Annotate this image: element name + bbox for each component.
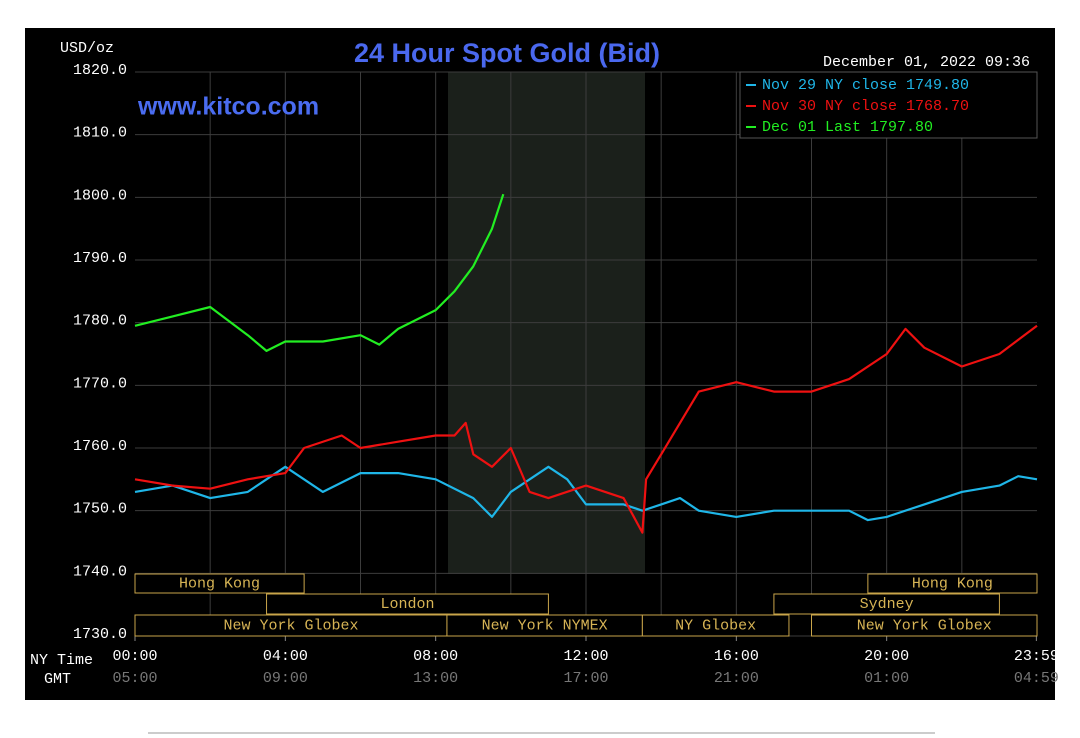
legend-box bbox=[739, 71, 1038, 139]
session-label: New York Globex bbox=[857, 617, 992, 634]
price-line bbox=[134, 465, 1038, 522]
legend-value: 1749.80 bbox=[906, 77, 969, 94]
y-tick-label: 1770.0 bbox=[73, 375, 127, 392]
x2-tick-label: 09:00 bbox=[263, 670, 308, 687]
y-tick-label: 1820.0 bbox=[73, 62, 127, 79]
legend-label: Nov 30 NY close 1768.70 bbox=[762, 98, 969, 115]
x-tick-label: 23:59 bbox=[1014, 648, 1059, 665]
y-tick-label: 1780.0 bbox=[73, 313, 127, 330]
session-label: Hong Kong bbox=[179, 575, 260, 592]
y-tick-label: 1760.0 bbox=[73, 438, 127, 455]
y-tick-label: 1800.0 bbox=[73, 187, 127, 204]
chart-title: 24 Hour Spot Gold (Bid) bbox=[354, 38, 660, 68]
x-tick-label: 08:00 bbox=[413, 648, 458, 665]
session-label: Sydney bbox=[860, 596, 914, 613]
legend-name: Nov 29 NY close bbox=[762, 77, 897, 94]
session-label: New York Globex bbox=[223, 617, 358, 634]
x-axis-label: NY Time bbox=[30, 652, 93, 669]
x2-tick-label: 04:59 bbox=[1014, 670, 1059, 687]
y-tick-label: 1750.0 bbox=[73, 501, 127, 518]
x2-tick-label: 21:00 bbox=[714, 670, 759, 687]
legend-label: Nov 29 NY close 1749.80 bbox=[762, 77, 969, 94]
x-tick-label: 12:00 bbox=[563, 648, 608, 665]
session-box bbox=[773, 593, 1000, 615]
y-tick-label: 1810.0 bbox=[73, 125, 127, 142]
x-tick-label: 00:00 bbox=[112, 648, 157, 665]
session-label: London bbox=[380, 596, 434, 613]
y-tick-label: 1730.0 bbox=[73, 626, 127, 643]
legend-value: 1797.80 bbox=[870, 119, 933, 136]
session-box bbox=[641, 614, 790, 637]
legend-name: Nov 30 NY close bbox=[762, 98, 897, 115]
timestamp: December 01, 2022 09:36 bbox=[823, 54, 1030, 71]
x2-axis-label: GMT bbox=[44, 671, 71, 688]
session-box bbox=[867, 573, 1038, 594]
x2-tick-label: 13:00 bbox=[413, 670, 458, 687]
x-tick-label: 04:00 bbox=[263, 648, 308, 665]
unit-label: USD/oz bbox=[60, 40, 114, 57]
legend-value: 1768.70 bbox=[906, 98, 969, 115]
session-box bbox=[134, 573, 305, 594]
session-label: NY Globex bbox=[675, 617, 756, 634]
x-tick-label: 16:00 bbox=[714, 648, 759, 665]
x2-tick-label: 17:00 bbox=[563, 670, 608, 687]
session-label: Hong Kong bbox=[912, 575, 993, 592]
legend-name: Dec 01 Last bbox=[762, 119, 861, 136]
x2-tick-label: 01:00 bbox=[864, 670, 909, 687]
price-line bbox=[134, 193, 505, 352]
session-box bbox=[266, 593, 549, 615]
price-line bbox=[134, 324, 1038, 534]
watermark: www.kitco.com bbox=[137, 93, 319, 121]
x2-tick-label: 05:00 bbox=[112, 670, 157, 687]
legend-label: Dec 01 Last 1797.80 bbox=[762, 119, 933, 136]
session-box bbox=[811, 614, 1038, 637]
y-tick-label: 1790.0 bbox=[73, 250, 127, 267]
y-tick-label: 1740.0 bbox=[73, 563, 127, 580]
session-label: New York NYMEX bbox=[482, 617, 608, 634]
x-tick-label: 20:00 bbox=[864, 648, 909, 665]
